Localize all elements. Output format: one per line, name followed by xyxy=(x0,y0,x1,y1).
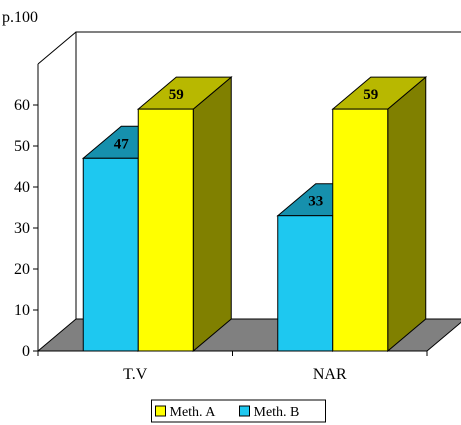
bar xyxy=(331,76,428,353)
y-tick-label: 30 xyxy=(14,220,30,237)
side-wall-top-edge xyxy=(37,31,77,65)
y-tick-label: 20 xyxy=(14,261,30,278)
bar-front-face xyxy=(82,157,139,352)
data-label: 33 xyxy=(308,194,323,210)
x-category-label: NAR xyxy=(313,366,347,383)
y-tick-label: 10 xyxy=(14,302,30,319)
y-tick-label: 40 xyxy=(14,179,30,196)
bar-front-face xyxy=(332,108,389,352)
chart-bars xyxy=(81,76,428,353)
legend: Meth. A Meth. B xyxy=(151,399,326,423)
legend-box xyxy=(151,399,326,423)
legend-swatch xyxy=(155,405,166,417)
legend-entry: Meth. A xyxy=(170,405,217,420)
legend-entry: Meth. B xyxy=(254,405,300,420)
back-wall xyxy=(75,31,461,319)
bar-front-face xyxy=(137,108,194,352)
data-label: 59 xyxy=(363,87,378,103)
data-label: 47 xyxy=(114,136,130,152)
x-category-label: T.V xyxy=(123,366,148,383)
y-tick-label: 0 xyxy=(22,343,30,360)
chart-labels: T.V NAR 47 59 33 59 xyxy=(114,87,379,383)
data-label: 59 xyxy=(169,87,184,103)
chart-walls xyxy=(37,31,461,319)
y-tick-label: 50 xyxy=(14,138,30,155)
bar-side-face xyxy=(387,76,427,353)
y-tick-label: 60 xyxy=(14,97,30,114)
bar xyxy=(136,76,233,353)
bar-front-face xyxy=(277,215,334,352)
y-unit-label: p.100 xyxy=(2,9,38,26)
legend-swatch xyxy=(239,405,250,417)
bar-side-face xyxy=(192,76,232,353)
